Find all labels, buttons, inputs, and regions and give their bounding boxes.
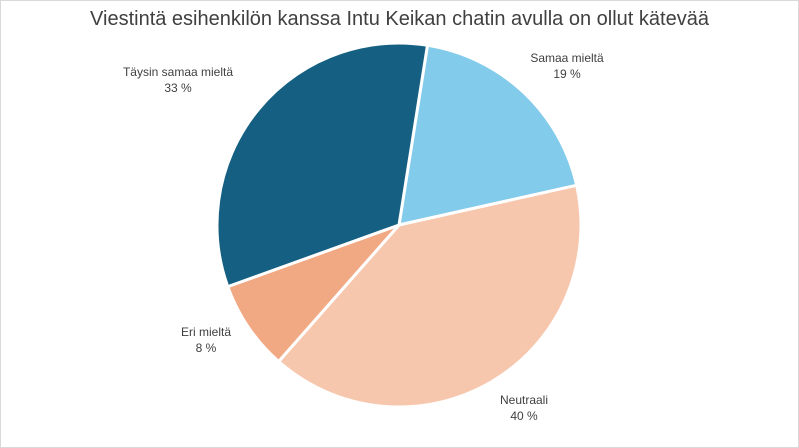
slice-value-label: 19 %	[553, 67, 581, 81]
pie-slice-neutraali	[277, 183, 583, 409]
pie-slice-samaa-mieltä	[397, 43, 579, 227]
slice-value-label: 40 %	[510, 409, 538, 423]
slice-value-label: 33 %	[164, 81, 192, 95]
slice-label: Täysin samaa mieltä	[123, 65, 233, 79]
chart-title: Viestintä esihenkilön kanssa Intu Keikan…	[90, 8, 709, 30]
slice-label: Neutraali	[500, 393, 548, 407]
pie-slice-täysin-samaa-mieltä	[215, 41, 429, 289]
slice-value-label: 8 %	[196, 341, 217, 355]
pie-labels: Samaa mieltä 19 % Neutraali 40 % Eri mieltä 8…	[123, 51, 604, 423]
pie-slices	[215, 41, 583, 409]
slice-label: Eri mieltä	[181, 325, 231, 339]
slice-label: Samaa mieltä	[530, 51, 604, 65]
pie-slice-eri-mieltä	[226, 223, 401, 364]
